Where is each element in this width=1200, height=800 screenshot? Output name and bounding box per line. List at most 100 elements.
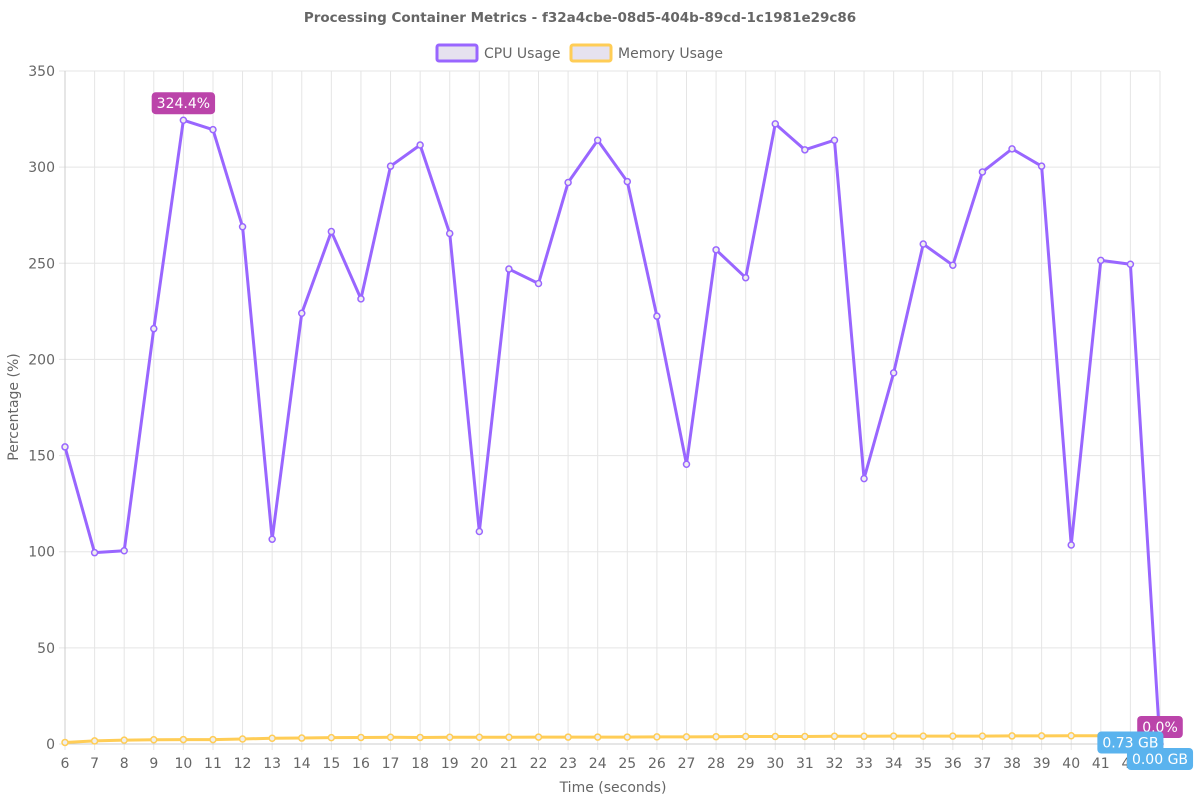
data-point-memory-usage[interactable] — [919, 732, 927, 740]
data-point-memory-usage[interactable] — [416, 733, 424, 742]
data-point-cpu-usage[interactable] — [978, 168, 987, 176]
data-point-cpu-usage[interactable] — [682, 460, 691, 468]
data-point-cpu-usage[interactable] — [179, 116, 188, 124]
data-point-cpu-usage[interactable] — [90, 548, 99, 557]
data-point-cpu-usage[interactable] — [1037, 162, 1046, 170]
data-point-cpu-usage[interactable] — [1126, 260, 1135, 268]
data-point-memory-usage[interactable] — [475, 733, 484, 742]
data-point-cpu-usage[interactable] — [593, 136, 602, 144]
data-point-memory-usage[interactable] — [712, 732, 720, 741]
data-point-cpu-usage[interactable] — [564, 178, 572, 187]
series-layer — [61, 116, 1164, 748]
data-point-cpu-usage[interactable] — [386, 162, 395, 170]
data-point-cpu-usage[interactable] — [505, 265, 513, 273]
data-point-cpu-usage[interactable] — [801, 146, 809, 154]
data-point-memory-usage[interactable] — [1067, 731, 1075, 740]
data-point-memory-usage[interactable] — [978, 732, 987, 740]
data-point-memory-usage[interactable] — [268, 734, 276, 742]
data-point-cpu-usage[interactable] — [209, 125, 217, 134]
x-tick-label: 34 — [885, 756, 903, 772]
data-point-memory-usage[interactable] — [209, 735, 217, 744]
x-tick-label: 32 — [826, 756, 844, 772]
legend-swatch-cpu — [435, 43, 479, 63]
x-tick-label: 14 — [293, 756, 311, 772]
data-point-cpu-usage[interactable] — [623, 177, 632, 186]
x-tick-label: 16 — [352, 756, 370, 772]
data-point-memory-usage[interactable] — [830, 732, 839, 741]
data-point-memory-usage[interactable] — [653, 733, 661, 741]
data-point-cpu-usage[interactable] — [416, 141, 424, 149]
data-point-memory-usage[interactable] — [357, 733, 365, 742]
data-point-memory-usage[interactable] — [682, 733, 691, 741]
x-tick-label: 26 — [648, 756, 666, 772]
data-point-memory-usage[interactable] — [120, 736, 128, 744]
data-point-cpu-usage[interactable] — [1097, 256, 1105, 265]
y-tick-label: 150 — [28, 449, 55, 465]
data-point-cpu-usage[interactable] — [357, 295, 365, 303]
x-tick-label: 9 — [149, 756, 158, 772]
data-point-cpu-usage[interactable] — [949, 261, 957, 269]
data-point-cpu-usage[interactable] — [120, 547, 128, 555]
data-point-cpu-usage[interactable] — [919, 240, 927, 248]
data-point-cpu-usage[interactable] — [1008, 145, 1016, 153]
data-point-memory-usage[interactable] — [949, 732, 957, 740]
x-tick-label: 35 — [914, 756, 932, 772]
data-point-cpu-usage[interactable] — [534, 279, 543, 288]
data-point-cpu-usage[interactable] — [61, 443, 69, 451]
data-point-memory-usage[interactable] — [564, 733, 572, 741]
data-point-cpu-usage[interactable] — [268, 535, 276, 543]
legend-label-cpu: CPU Usage — [484, 46, 561, 62]
value-annotation: 0.00 GB — [1126, 748, 1194, 770]
data-point-memory-usage[interactable] — [90, 737, 99, 745]
x-tick-label: 24 — [589, 756, 607, 772]
data-point-memory-usage[interactable] — [860, 732, 868, 741]
data-point-memory-usage[interactable] — [593, 733, 602, 741]
data-point-memory-usage[interactable] — [327, 733, 336, 742]
data-point-memory-usage[interactable] — [771, 732, 780, 741]
x-tick-label: 40 — [1062, 756, 1080, 772]
x-tick-label: 28 — [707, 756, 725, 772]
data-point-cpu-usage[interactable] — [238, 223, 247, 231]
data-point-memory-usage[interactable] — [623, 733, 632, 741]
data-point-cpu-usage[interactable] — [327, 227, 336, 236]
annotations: 324.4%0.0%0.73 GB0.00 GB — [151, 92, 1194, 770]
data-point-cpu-usage[interactable] — [445, 229, 454, 238]
x-tick-label: 22 — [530, 756, 548, 772]
data-point-memory-usage[interactable] — [61, 738, 69, 747]
x-tick-label: 7 — [90, 756, 99, 772]
data-point-cpu-usage[interactable] — [830, 136, 839, 144]
data-point-memory-usage[interactable] — [386, 733, 395, 742]
data-point-cpu-usage[interactable] — [889, 369, 898, 377]
data-point-memory-usage[interactable] — [298, 734, 306, 742]
legend-item-cpu[interactable]: CPU Usage — [435, 43, 561, 63]
x-tick-label: 19 — [441, 756, 459, 772]
x-tick-label: 13 — [263, 756, 281, 772]
data-point-cpu-usage[interactable] — [298, 309, 306, 318]
data-point-memory-usage[interactable] — [238, 735, 247, 743]
data-point-memory-usage[interactable] — [445, 733, 454, 742]
data-point-cpu-usage[interactable] — [712, 246, 720, 254]
series-cpu-usage — [61, 116, 1164, 748]
y-axis-title: Percentage (%) — [6, 353, 22, 460]
data-point-memory-usage[interactable] — [1037, 732, 1046, 740]
x-tick-label: 31 — [796, 756, 814, 772]
data-point-cpu-usage[interactable] — [741, 273, 750, 282]
data-point-memory-usage[interactable] — [179, 735, 188, 744]
data-point-memory-usage[interactable] — [741, 732, 750, 741]
data-point-memory-usage[interactable] — [534, 733, 543, 741]
x-axis-title: Time (seconds) — [559, 780, 667, 796]
data-point-cpu-usage[interactable] — [860, 474, 868, 483]
data-point-cpu-usage[interactable] — [475, 527, 484, 536]
data-point-cpu-usage[interactable] — [653, 312, 661, 320]
data-point-cpu-usage[interactable] — [150, 324, 158, 333]
legend-swatch-memory — [569, 43, 613, 63]
x-tick-label: 25 — [618, 756, 636, 772]
data-point-memory-usage[interactable] — [505, 733, 513, 742]
data-point-memory-usage[interactable] — [801, 732, 809, 741]
data-point-cpu-usage[interactable] — [1067, 541, 1075, 549]
data-point-cpu-usage[interactable] — [771, 120, 780, 128]
data-point-memory-usage[interactable] — [150, 736, 158, 744]
data-point-memory-usage[interactable] — [1008, 732, 1016, 740]
legend-item-memory[interactable]: Memory Usage — [569, 43, 723, 63]
data-point-memory-usage[interactable] — [889, 732, 898, 740]
